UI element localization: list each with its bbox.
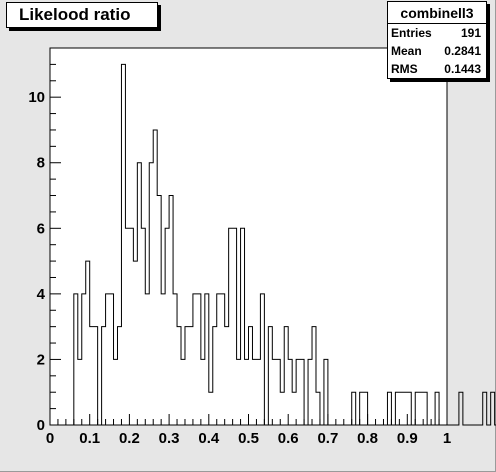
chart-title-box: Likelood ratio [6, 2, 158, 28]
x-tick-label: 0.7 [317, 430, 338, 447]
y-tick-label: 8 [37, 155, 45, 172]
stats-label: Entries [391, 26, 432, 40]
stats-row-rms: RMS 0.1443 [388, 60, 486, 78]
histogram-line [50, 63, 496, 426]
x-tick-label: 0.4 [198, 430, 220, 447]
y-tick-label: 10 [28, 89, 45, 106]
stats-row-entries: Entries 191 [388, 24, 486, 42]
y-tick-label: 0 [37, 417, 45, 434]
stats-value: 0.2841 [444, 44, 481, 58]
x-tick-label: 0.9 [397, 430, 418, 447]
stats-label: RMS [391, 62, 418, 76]
x-tick-label: 1 [443, 430, 451, 447]
y-tick-label: 4 [37, 286, 46, 303]
plot-area [49, 47, 448, 426]
x-tick-label: 0.3 [159, 430, 180, 447]
x-tick-label: 0.1 [79, 430, 100, 447]
y-tick-label: 2 [37, 351, 45, 368]
x-tick-label: 0 [46, 430, 54, 447]
x-tick-label: 0.6 [278, 430, 299, 447]
stats-row-mean: Mean 0.2841 [388, 42, 486, 60]
stats-box: combinell3 Entries 191 Mean 0.2841 RMS 0… [387, 1, 487, 79]
x-tick-label: 0.8 [357, 430, 378, 447]
y-tick-label: 6 [37, 220, 45, 237]
x-tick-label: 0.2 [119, 430, 140, 447]
x-tick-label: 0.5 [238, 430, 259, 447]
stats-value: 0.1443 [444, 62, 481, 76]
stats-value: 191 [460, 26, 481, 40]
stats-label: Mean [391, 44, 422, 58]
chart-title: Likelood ratio [19, 5, 131, 24]
stats-name: combinell3 [388, 2, 486, 24]
